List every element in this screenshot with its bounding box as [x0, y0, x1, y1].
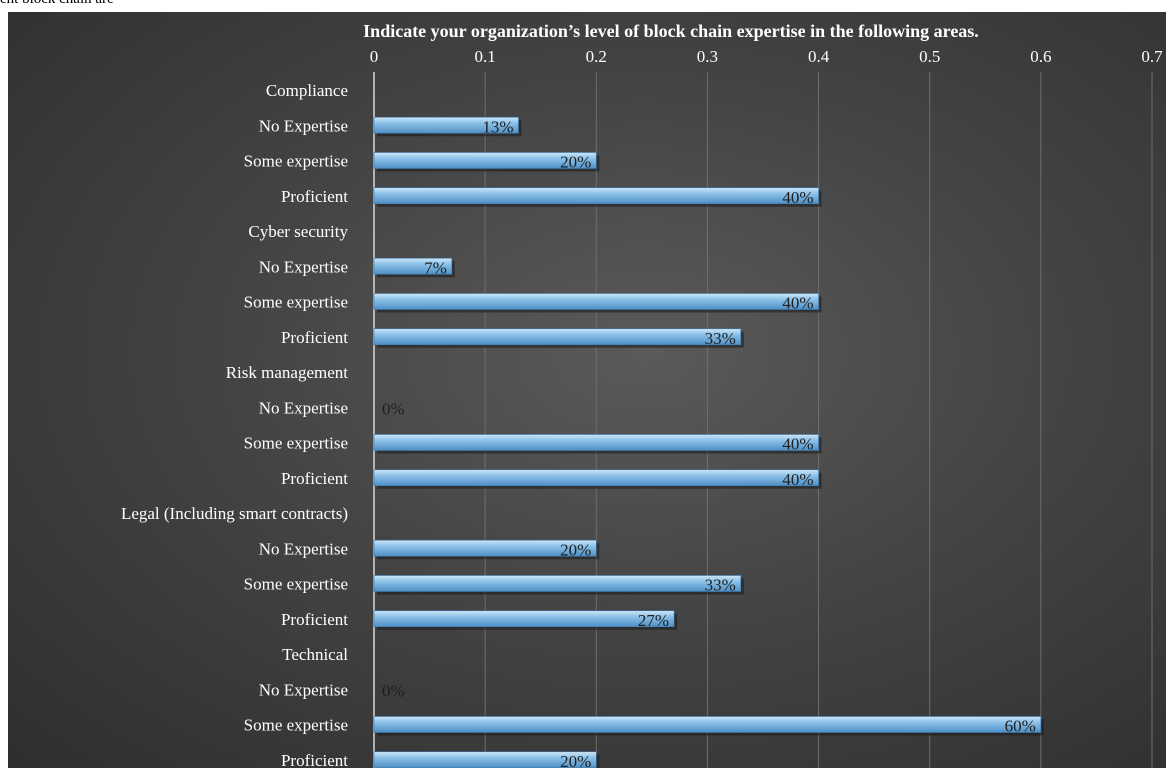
- bar: [373, 539, 597, 557]
- category-label: No Expertise: [259, 539, 348, 558]
- category-label: Proficient: [281, 328, 348, 347]
- group-label: Compliance: [266, 81, 348, 100]
- chart-panel: Indicate your organization’s level of bl…: [8, 12, 1166, 768]
- data-label: 20%: [560, 153, 591, 172]
- gridlines: [373, 72, 1153, 768]
- page-caption: ent block chain are: [0, 0, 114, 8]
- chart-title: Indicate your organization’s level of bl…: [363, 21, 979, 41]
- bar-chart: Indicate your organization’s level of bl…: [121, 21, 1163, 768]
- category-label: Proficient: [281, 469, 348, 488]
- data-labels: 13% 20% 40% 7% 40% 33% 0% 40% 40% 20% 33% 27% 0% 60% 2…: [382, 117, 1036, 768]
- data-label: 40%: [782, 470, 813, 489]
- data-label: 40%: [782, 188, 813, 207]
- data-label: 20%: [560, 540, 591, 559]
- x-tick-label: 0: [370, 47, 379, 66]
- category-label: No Expertise: [259, 398, 348, 417]
- category-label: Some expertise: [244, 716, 348, 735]
- bars: [373, 116, 1044, 768]
- data-label: 27%: [638, 611, 669, 630]
- x-tick-label: 0.6: [1030, 47, 1051, 66]
- data-label: 0%: [382, 681, 405, 700]
- x-axis-ticks: 0 0.1 0.2 0.3 0.4 0.5 0.6 0.7: [370, 47, 1163, 66]
- data-label: 20%: [560, 752, 591, 768]
- category-label: Some expertise: [244, 293, 348, 312]
- data-label: 40%: [782, 294, 813, 313]
- data-label: 33%: [705, 576, 736, 595]
- bar: [373, 716, 1042, 733]
- group-label: Technical: [282, 645, 348, 664]
- x-tick-label: 0.5: [919, 47, 940, 66]
- category-label: No Expertise: [259, 257, 348, 276]
- category-label: Proficient: [281, 610, 348, 629]
- category-label: Proficient: [281, 187, 348, 206]
- bar: [373, 751, 597, 768]
- x-tick-label: 0.3: [697, 47, 718, 66]
- data-label: 13%: [482, 117, 513, 136]
- category-label: Some expertise: [244, 152, 348, 171]
- group-label: Legal (Including smart contracts): [121, 504, 348, 523]
- bar: [373, 116, 519, 134]
- bar: [373, 469, 819, 487]
- data-label: 60%: [1005, 717, 1036, 736]
- data-label: 40%: [782, 435, 813, 454]
- bar: [373, 610, 675, 628]
- data-label: 0%: [382, 399, 405, 418]
- group-label: Cyber security: [248, 222, 348, 241]
- group-label: Risk management: [226, 363, 349, 382]
- bar: [373, 187, 819, 205]
- x-tick-label: 0.4: [808, 47, 830, 66]
- category-label: No Expertise: [259, 116, 348, 135]
- x-tick-label: 0.1: [475, 47, 496, 66]
- category-label: Some expertise: [244, 434, 348, 453]
- data-label: 33%: [705, 329, 736, 348]
- data-label: 7%: [424, 258, 447, 277]
- bar: [373, 293, 819, 310]
- bar: [373, 328, 742, 346]
- category-label: Some expertise: [244, 575, 348, 594]
- bar: [373, 152, 597, 169]
- bar: [373, 575, 742, 592]
- x-tick-label: 0.2: [586, 47, 607, 66]
- category-labels: Compliance No Expertise Some expertise Prof…: [121, 81, 349, 768]
- x-tick-label: 0.7: [1141, 47, 1163, 66]
- category-label: No Expertise: [259, 680, 348, 699]
- bar: [373, 434, 819, 451]
- category-label: Proficient: [281, 751, 348, 768]
- bar: [373, 257, 453, 275]
